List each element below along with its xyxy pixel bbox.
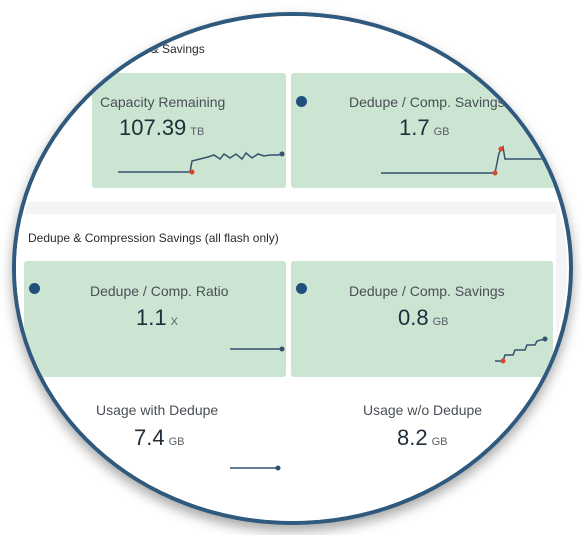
usage-with-dedupe-unit: GB	[168, 436, 185, 448]
capacity-remaining-spark-line	[118, 151, 283, 173]
dedupe-ratio-number: 1.1	[136, 305, 167, 330]
dedupe-savings-top-value: 1.7 GB	[399, 115, 450, 141]
capacity-remaining-tile[interactable]: Capacity Remaining 107.39 TB	[92, 73, 286, 188]
dedupe-savings-number: 0.8	[398, 305, 429, 330]
capacity-remaining-spark-start	[189, 169, 195, 175]
dedupe-ratio-tile[interactable]: Dedupe / Comp. Ratio 1.1 X	[24, 261, 286, 377]
usage-with-dedupe-label: Usage with Dedupe	[96, 402, 219, 418]
capacity-remaining-number: 107.39	[119, 115, 187, 140]
dedupe-savings-label: Dedupe / Comp. Savings	[349, 283, 505, 299]
dedupe-ratio-value: 1.1 X	[136, 305, 178, 331]
dedupe-ratio-unit: X	[170, 316, 178, 328]
dedupe-savings-top-sparkline	[381, 145, 549, 176]
dedupe-savings-top-dot-icon	[296, 96, 307, 107]
dedupe-savings-top-label: Dedupe / Comp. Savings	[349, 94, 505, 110]
dedupe-savings-dot-icon	[296, 283, 307, 294]
usage-with-dedupe-sparkline	[230, 465, 281, 471]
usage-with-dedupe-tile[interactable]: Usage with Dedupe 7.4 GB	[24, 382, 286, 492]
usage-with-dedupe-value: 7.4 GB	[134, 425, 185, 451]
dedupe-savings-sparkline	[495, 336, 548, 364]
usage-without-dedupe-value: 8.2 GB	[397, 425, 448, 451]
dedupe-savings-top-spark-peak	[498, 146, 504, 152]
dedupe-ratio-spark-end	[279, 346, 285, 352]
usage-with-dedupe-number: 7.4	[134, 425, 165, 450]
capacity-remaining-spark-end	[279, 151, 285, 157]
dedupe-savings-top-tile[interactable]: Dedupe / Comp. Savings 1.7 GB	[291, 73, 569, 188]
bottom-panel: Dedupe & Compression Savings (all flash …	[16, 214, 556, 521]
dedupe-savings-top-spark-start	[492, 170, 498, 176]
dedupe-savings-top-number: 1.7	[399, 115, 430, 140]
top-panel-title: t & Savings	[144, 42, 205, 56]
dedupe-savings-spark-line	[495, 338, 546, 362]
top-panel: t & Savings Capacity Remaining 107.39 TB …	[16, 16, 569, 202]
usage-without-dedupe-label: Usage w/o Dedupe	[363, 402, 483, 418]
capacity-remaining-unit: TB	[190, 126, 205, 138]
usage-with-dedupe-spark-end	[275, 465, 281, 471]
dedupe-savings-top-spark-line	[381, 145, 549, 174]
dedupe-ratio-label: Dedupe / Comp. Ratio	[90, 283, 229, 299]
capacity-remaining-value: 107.39 TB	[119, 115, 204, 141]
capacity-remaining-label: Capacity Remaining	[100, 94, 226, 110]
dedupe-ratio-sparkline	[230, 346, 285, 352]
magnifier-lens: t & Savings Capacity Remaining 107.39 TB …	[12, 12, 573, 525]
dedupe-savings-spark-start	[500, 358, 506, 364]
dedupe-savings-top-unit: GB	[433, 126, 450, 138]
dedupe-savings-tile[interactable]: Dedupe / Comp. Savings 0.8 GB	[291, 261, 553, 377]
usage-without-dedupe-number: 8.2	[397, 425, 428, 450]
usage-without-dedupe-tile[interactable]: Usage w/o Dedupe 8.2 GB	[291, 382, 553, 492]
dedupe-savings-spark-end	[542, 336, 548, 342]
capacity-remaining-sparkline	[118, 151, 285, 175]
dedupe-savings-value: 0.8 GB	[398, 305, 449, 331]
usage-without-dedupe-unit: GB	[431, 436, 448, 448]
dedupe-ratio-dot-icon	[29, 283, 40, 294]
bottom-panel-title: Dedupe & Compression Savings (all flash …	[28, 231, 279, 245]
dedupe-savings-unit: GB	[432, 316, 449, 328]
